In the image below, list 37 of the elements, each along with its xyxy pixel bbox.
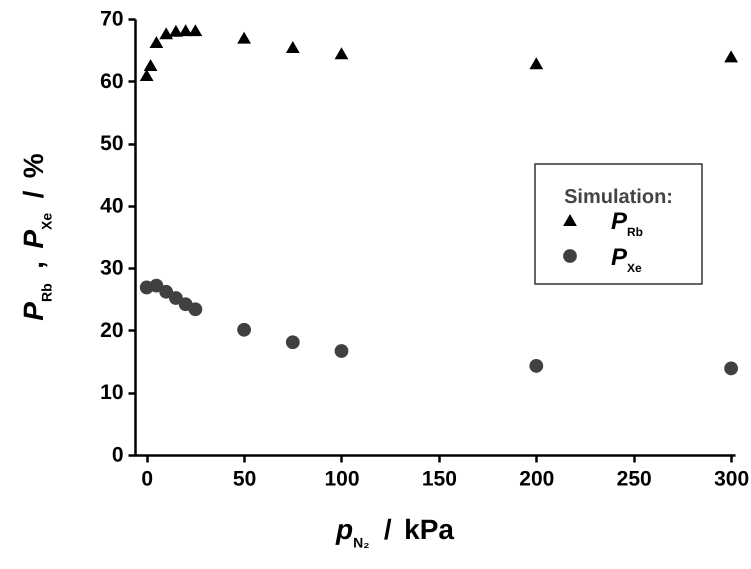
x-tick-label: 200 xyxy=(519,468,554,490)
x-tick-label: 50 xyxy=(232,468,256,490)
point xyxy=(150,36,164,48)
point xyxy=(144,59,158,72)
point xyxy=(724,362,738,376)
point xyxy=(169,291,183,305)
x-tick-label: 300 xyxy=(714,468,750,490)
point xyxy=(140,69,154,82)
point xyxy=(237,322,251,337)
y-tick-label: 0 xyxy=(112,444,124,466)
point xyxy=(286,335,300,350)
point xyxy=(150,278,164,292)
x-tick-label: 100 xyxy=(324,468,360,490)
point xyxy=(169,24,183,37)
y-tick-label: 60 xyxy=(100,70,124,93)
point xyxy=(188,302,202,316)
y-axis-title: PRb , PXe / % xyxy=(18,153,54,321)
x-tick-label: 0 xyxy=(141,468,154,490)
y-tick-label: 20 xyxy=(100,318,124,342)
x-tick-label: 250 xyxy=(616,468,652,490)
point xyxy=(159,284,174,299)
point xyxy=(724,50,738,62)
y-tick-label: 50 xyxy=(100,132,124,156)
point xyxy=(529,57,544,70)
y-tick-label: 70 xyxy=(100,8,124,30)
point xyxy=(334,344,348,358)
point xyxy=(159,27,174,40)
y-tick-label: 10 xyxy=(100,381,124,404)
point xyxy=(334,47,348,60)
point xyxy=(188,24,202,36)
legend-title: Simulation: xyxy=(564,186,673,208)
y-tick-label: 30 xyxy=(100,256,124,280)
x-tick-label: 150 xyxy=(422,468,457,490)
point xyxy=(529,359,544,373)
point xyxy=(237,32,251,44)
y-tick-label: 40 xyxy=(100,194,124,218)
point xyxy=(286,41,300,53)
